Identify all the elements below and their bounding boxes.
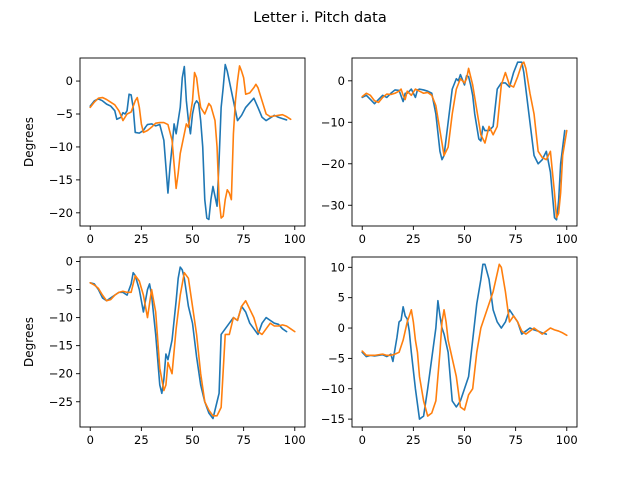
x-tick-label: 0 bbox=[87, 232, 94, 246]
subplot-1: 0 25 50 75 100 0 −5 −10 −15 −20 Degrees bbox=[22, 57, 306, 246]
x-tick-label: 50 bbox=[457, 232, 472, 246]
y-tick-label: −10 bbox=[49, 311, 73, 325]
subplot-3: 0 25 50 75 100 0 −5 −10 −15 −20 −25 Degrees bbox=[22, 254, 306, 447]
y-tick-label: 0 bbox=[338, 74, 345, 88]
y-tick-label: −10 bbox=[321, 382, 345, 396]
x-tick-label: 25 bbox=[134, 433, 149, 447]
series-line-1 bbox=[361, 263, 548, 420]
y-tick-label: −5 bbox=[328, 351, 345, 365]
series-line-2 bbox=[361, 263, 568, 417]
x-tick-label: 100 bbox=[556, 433, 578, 447]
x-tick-label: 25 bbox=[406, 232, 421, 246]
x-tick-label: 0 bbox=[359, 232, 366, 246]
x-tick-label: 50 bbox=[457, 433, 472, 447]
series-line-2 bbox=[89, 65, 292, 219]
series-line-1 bbox=[89, 266, 288, 420]
x-tick-label: 25 bbox=[406, 433, 421, 447]
x-tick-label: 100 bbox=[284, 433, 306, 447]
y-axis-label: Degrees bbox=[22, 117, 36, 167]
x-tick-label: 25 bbox=[134, 232, 149, 246]
y-tick-label: −20 bbox=[321, 157, 345, 171]
y-tick-label: −5 bbox=[56, 107, 73, 121]
x-tick-label: 0 bbox=[359, 433, 366, 447]
y-tick-label: −25 bbox=[49, 395, 73, 409]
y-tick-label: 0 bbox=[338, 321, 345, 335]
x-tick-label: 100 bbox=[284, 232, 306, 246]
y-axis-label: Degrees bbox=[22, 317, 36, 367]
plot-frame bbox=[79, 256, 306, 428]
y-tick-label: −15 bbox=[49, 173, 73, 187]
x-tick-label: 75 bbox=[236, 232, 251, 246]
y-tick-label: −5 bbox=[56, 283, 73, 297]
figure-title: Letter i. Pitch data bbox=[253, 10, 386, 26]
x-tick-label: 50 bbox=[185, 433, 200, 447]
x-tick-label: 50 bbox=[185, 232, 200, 246]
series-line-1 bbox=[361, 61, 566, 221]
series-line-2 bbox=[361, 61, 568, 219]
y-tick-label: 0 bbox=[66, 254, 73, 268]
y-tick-label: −30 bbox=[321, 198, 345, 212]
y-tick-label: 0 bbox=[66, 74, 73, 88]
y-tick-label: −20 bbox=[49, 367, 73, 381]
plot-frame bbox=[351, 256, 578, 428]
y-tick-label: −10 bbox=[321, 115, 345, 129]
y-tick-label: −10 bbox=[49, 140, 73, 154]
y-tick-label: 10 bbox=[330, 260, 345, 274]
x-tick-label: 75 bbox=[508, 232, 523, 246]
y-tick-label: −20 bbox=[49, 206, 73, 220]
x-tick-label: 75 bbox=[508, 433, 523, 447]
x-tick-label: 0 bbox=[87, 433, 94, 447]
y-tick-label: −15 bbox=[49, 339, 73, 353]
series-line-2 bbox=[89, 271, 296, 417]
series-line-1 bbox=[89, 63, 288, 221]
y-tick-label: −15 bbox=[321, 412, 345, 426]
x-tick-label: 100 bbox=[556, 232, 578, 246]
x-tick-label: 75 bbox=[236, 433, 251, 447]
subplot-2: 0 25 50 75 100 0 −10 −20 −30 bbox=[321, 57, 578, 246]
y-tick-label: 5 bbox=[338, 291, 345, 305]
plot-frame bbox=[79, 57, 306, 227]
